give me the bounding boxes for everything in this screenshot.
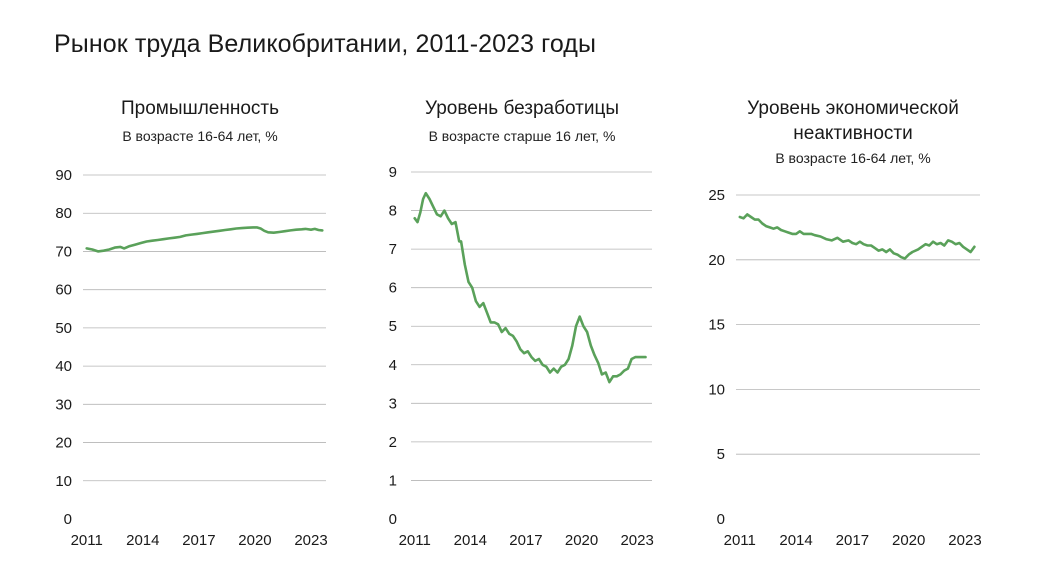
- x-tick-label: 2020: [565, 532, 598, 549]
- y-tick-label: 6: [389, 280, 397, 297]
- y-tick-label: 30: [55, 396, 72, 413]
- y-tick-label: 10: [55, 473, 72, 490]
- panel-3-subtitle: В возрасте 16-64 лет, %: [775, 150, 931, 166]
- x-tick-label: 2011: [399, 532, 431, 549]
- x-tick-label: 2023: [948, 532, 981, 549]
- y-tick-label: 9: [389, 164, 397, 181]
- y-tick-label: 8: [389, 203, 397, 220]
- panel-2-plot: 0 1 2 3 4 5 6 7 8 9 2011 2014 2017 2020 2023: [389, 164, 654, 549]
- chart-main-title: Рынок труда Великобритании, 2011-2023 го…: [54, 30, 597, 58]
- y-tick-label: 60: [55, 282, 72, 299]
- x-tick-label: 2014: [126, 532, 159, 549]
- y-tick-label: 50: [55, 320, 72, 337]
- y-tick-label: 40: [55, 358, 72, 375]
- y-tick-label: 15: [708, 317, 725, 334]
- x-tick-label: 2017: [182, 532, 215, 549]
- x-tick-label: 2011: [724, 532, 756, 549]
- panel-1-title: Промышленность: [120, 98, 280, 119]
- panel-3-plot: 0 5 10 15 20 25 2011 2014 2017 2020 2023: [708, 187, 981, 549]
- panel-1-plot: 0 10 20 30 40 50 60 70 80 90 2011 2014 2017 2020 2023: [55, 167, 327, 549]
- x-tick-label: 2017: [509, 532, 542, 549]
- y-tick-label: 3: [389, 395, 397, 412]
- y-tick-label: 0: [717, 511, 725, 528]
- y-tick-label: 5: [717, 446, 725, 463]
- x-tick-label: 2014: [779, 532, 812, 549]
- y-tick-label: 0: [389, 511, 397, 528]
- y-tick-label: 10: [708, 381, 725, 398]
- y-tick-label: 5: [389, 318, 397, 335]
- panel-2-subtitle: В возрасте старше 16 лет, %: [428, 128, 616, 144]
- panel-2-title: Уровень безработицы: [424, 98, 620, 119]
- y-tick-label: 70: [55, 243, 72, 260]
- y-tick-label: 25: [708, 187, 725, 204]
- y-tick-label: 0: [64, 511, 72, 528]
- x-tick-label: 2011: [71, 532, 103, 549]
- x-tick-label: 2014: [454, 532, 487, 549]
- x-tick-label: 2023: [620, 532, 653, 549]
- x-tick-label: 2023: [294, 532, 327, 549]
- series-line: [738, 213, 976, 260]
- y-tick-label: 1: [389, 472, 397, 489]
- y-tick-label: 4: [389, 357, 397, 374]
- x-tick-label: 2020: [892, 532, 925, 549]
- panel-1-subtitle: В возрасте 16-64 лет, %: [122, 128, 278, 144]
- y-tick-label: 20: [708, 252, 725, 269]
- series-line: [413, 191, 647, 384]
- y-tick-label: 7: [389, 241, 397, 258]
- y-tick-label: 2: [389, 434, 397, 451]
- y-tick-label: 20: [55, 435, 72, 452]
- y-tick-label: 90: [55, 167, 72, 184]
- x-tick-label: 2017: [836, 532, 869, 549]
- x-tick-label: 2020: [238, 532, 271, 549]
- panel-3-title: Уровень экономической неактивности: [747, 98, 959, 144]
- y-tick-label: 80: [55, 205, 72, 222]
- series-line: [85, 226, 324, 253]
